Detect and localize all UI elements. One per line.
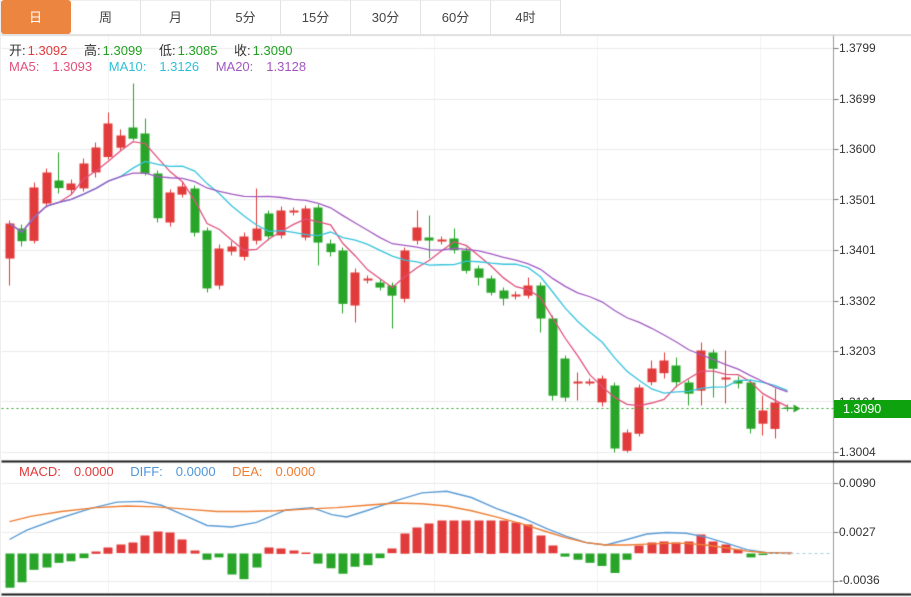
low-value: 1.3085 [177,43,218,58]
ma10-label: MA10: [108,59,147,74]
price-tick-5: 1.3401 [839,243,876,257]
macd-tick-1: 0.0090 [839,476,876,490]
tab-15min[interactable]: 15分 [281,0,351,34]
macd-value: 0.0000 [73,464,114,479]
price-tick-2: 1.3699 [839,92,876,106]
high-value: 1.3099 [102,43,143,58]
tab-60min[interactable]: 60分 [421,0,491,34]
ohlc-readout: 开: 1.3092 高: 1.3099 低: 1.3085 收: 1.3090 [9,40,305,59]
ma5-label: MA5: [9,59,40,74]
close-label: 收: [234,43,251,58]
diff-value: 0.0000 [175,464,216,479]
dea-value: 0.0000 [275,464,316,479]
current-price-badge: 1.3090 [834,400,911,418]
ma5-value: 1.3093 [52,59,93,74]
timeframe-tabbar: 日 周 月 5分 15分 30分 60分 4时 [1,0,911,35]
macd-tick-2: 0.0027 [839,525,876,539]
price-tick-1: 1.3799 [839,41,876,55]
tab-month[interactable]: 月 [141,0,211,34]
price-tick-7: 1.3203 [839,344,876,358]
tab-30min[interactable]: 30分 [351,0,421,34]
macd-readout: MACD: 0.0000 DIFF: 0.0000 DEA: 0.0000 [19,464,328,479]
ma10-value: 1.3126 [159,59,200,74]
dea-label: DEA: [232,464,263,479]
price-tick-6: 1.3302 [839,294,876,308]
tab-5min[interactable]: 5分 [211,0,281,34]
ma-readout: MA5: 1.3093 MA10: 1.3126 MA20: 1.3128 [9,59,319,74]
low-label: 低: [159,43,176,58]
price-tick-3: 1.3600 [839,142,876,156]
macd-label: MACD: [19,464,61,479]
close-value: 1.3090 [252,43,293,58]
high-label: 高: [84,43,101,58]
diff-label: DIFF: [130,464,163,479]
tab-4hour[interactable]: 4时 [491,0,561,34]
ma20-label: MA20: [215,59,254,74]
open-value: 1.3092 [27,43,68,58]
open-label: 开: [9,43,26,58]
tab-day[interactable]: 日 [1,0,71,34]
price-tick-9: 1.3004 [839,445,876,459]
ma20-value: 1.3128 [266,59,307,74]
macd-tick-3: -0.0036 [839,573,880,587]
price-tick-4: 1.3501 [839,193,876,207]
tab-week[interactable]: 周 [71,0,141,34]
